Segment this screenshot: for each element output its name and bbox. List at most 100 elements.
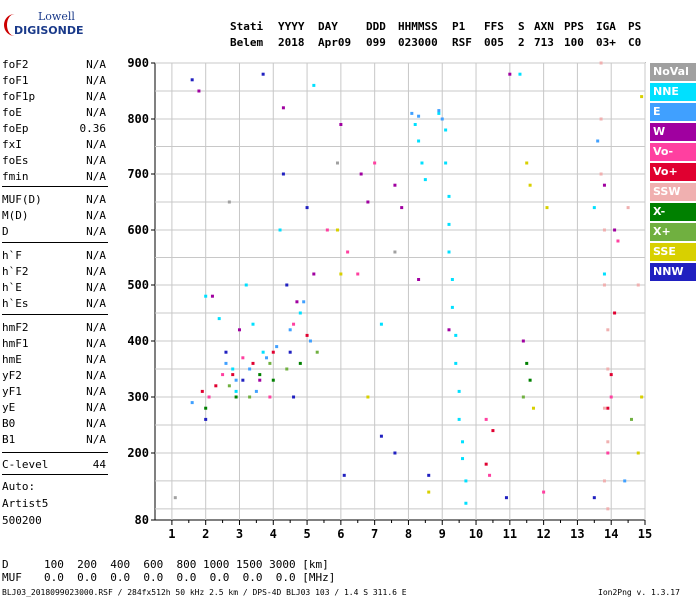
data-point-e [623, 479, 627, 483]
divider [2, 474, 108, 475]
data-point-vo [606, 406, 610, 410]
param-name: foEp [2, 122, 29, 135]
data-point-vo [491, 429, 495, 433]
data-point-nne [457, 417, 461, 421]
data-point-nne [592, 206, 596, 210]
data-point-sse [525, 161, 529, 165]
data-point-w [366, 200, 370, 204]
data-point-nne [518, 72, 522, 76]
param-value: N/A [86, 433, 106, 446]
data-point-e [190, 401, 194, 405]
data-point-sse [545, 206, 549, 210]
data-point-nnw [288, 350, 292, 354]
param-value: N/A [86, 170, 106, 183]
data-point-ssw [599, 61, 603, 65]
param-value: N/A [86, 385, 106, 398]
data-point-w [508, 72, 512, 76]
data-point-vo [271, 350, 275, 354]
header-label: S [518, 20, 525, 33]
data-point-w [339, 123, 343, 126]
x-tick-label: 6 [337, 527, 344, 541]
divider [2, 186, 108, 187]
x-tick-label: 12 [536, 527, 550, 541]
data-point-nnw [292, 395, 296, 399]
data-point-nnw [379, 434, 383, 438]
data-point-e [417, 114, 421, 118]
legend-item-w: W [650, 123, 696, 141]
data-point-nne [461, 457, 465, 461]
data-point-w [417, 278, 421, 281]
legend-item-nne: NNE [650, 83, 696, 101]
x-tick-label: 13 [570, 527, 584, 541]
param-value: N/A [86, 154, 106, 167]
y-tick-label: 900 [127, 56, 149, 70]
param-value: N/A [86, 225, 106, 238]
data-point-x [521, 395, 525, 399]
data-point-e [248, 367, 252, 371]
data-point-nne [312, 83, 316, 87]
data-point-nne [379, 322, 383, 326]
divider [2, 452, 108, 453]
data-point-vo [616, 239, 620, 243]
param-value: N/A [86, 369, 106, 382]
data-point-ssw [599, 117, 603, 121]
data-point-nne [461, 440, 465, 444]
y-tick-label: 800 [127, 112, 149, 126]
data-point-w [295, 300, 299, 304]
param-name: h`Es [2, 297, 29, 310]
data-point-nne [244, 283, 248, 287]
data-point-nne [231, 367, 235, 371]
param-name: yF2 [2, 369, 22, 382]
data-point-w [312, 272, 316, 276]
data-point-w [210, 294, 214, 298]
logo-bottom-text: DIGISONDE [14, 24, 84, 37]
data-point-vo [484, 462, 488, 466]
version-label: Ion2Png v. 1.3.17 [598, 588, 680, 597]
data-point-nne [278, 228, 282, 232]
x-tick-label: 9 [439, 527, 446, 541]
data-point-x [271, 378, 275, 382]
data-point-nne [447, 194, 451, 198]
data-point-vo [221, 373, 225, 377]
data-point-nne [298, 311, 302, 315]
data-point-vo [609, 373, 613, 377]
data-point-sse [528, 183, 532, 187]
param-name: h`F2 [2, 265, 29, 278]
legend-item-vo: Vo+ [650, 163, 696, 181]
param-name: D [2, 225, 9, 238]
x-tick-label: 10 [469, 527, 483, 541]
param-value: N/A [86, 74, 106, 87]
param-value: N/A [86, 353, 106, 366]
x-tick-label: 5 [303, 527, 310, 541]
param-name: foEs [2, 154, 29, 167]
data-point-sse [636, 451, 640, 455]
y-tick-label: 200 [127, 446, 149, 460]
y-tick-label: 500 [127, 278, 149, 292]
param-name: hmE [2, 353, 22, 366]
header-value: RSF [452, 36, 472, 49]
param-value: N/A [86, 281, 106, 294]
data-point-e [302, 300, 306, 304]
data-point-nne [454, 333, 458, 337]
plot-area [154, 62, 646, 521]
data-point-x [285, 367, 289, 371]
data-point-nne [447, 250, 451, 254]
data-point-sse [640, 395, 644, 399]
data-point-sse [339, 272, 343, 276]
data-point-nnw [504, 496, 508, 500]
param-value: N/A [86, 106, 106, 119]
data-point-x [298, 361, 302, 365]
y-tick-label: 80 [135, 513, 149, 527]
header-label: AXN [534, 20, 554, 33]
param-name: MUF(D) [2, 193, 42, 206]
x-tick-label: 7 [371, 527, 378, 541]
divider [2, 242, 108, 243]
data-point-w [237, 328, 241, 332]
data-point-nnw [305, 206, 309, 210]
data-point-nnw [393, 451, 397, 455]
data-point-vo [613, 311, 617, 315]
data-point-nne [457, 389, 461, 393]
data-point-vo [251, 361, 255, 365]
header-label: PS [628, 20, 642, 33]
data-point-vo [356, 272, 360, 276]
